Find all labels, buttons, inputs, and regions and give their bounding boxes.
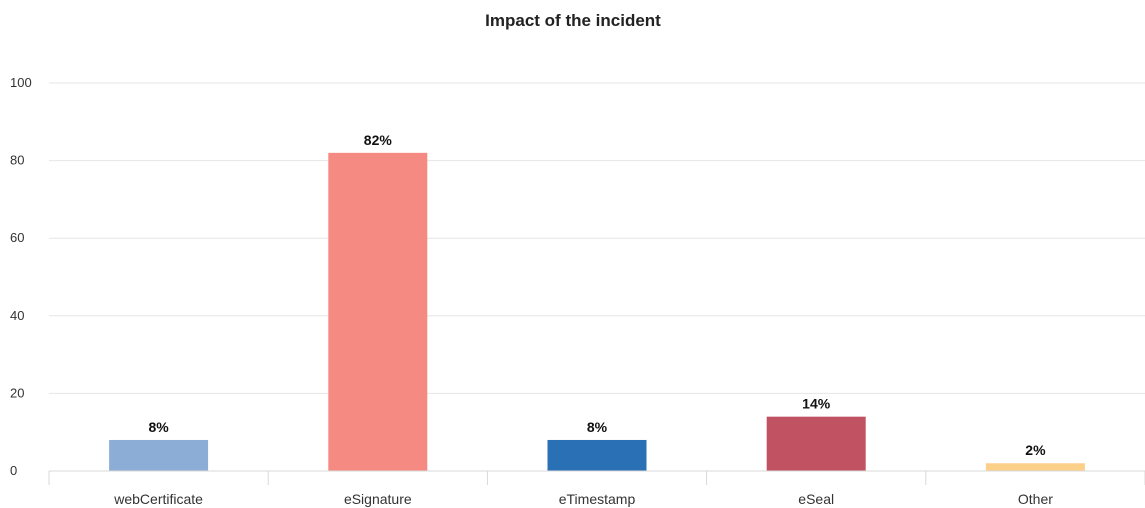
data-label: 2% <box>1025 442 1046 458</box>
x-tick-label: webCertificate <box>113 491 203 507</box>
x-tick-label: eTimestamp <box>559 491 636 507</box>
x-tick-label: eSeal <box>798 491 834 507</box>
data-label: 8% <box>587 419 608 435</box>
bar-eSeal[interactable] <box>766 416 866 471</box>
y-tick-label: 100 <box>10 75 32 90</box>
x-axis: webCertificate eSignature eTimestamp eSeal O… <box>48 470 1145 507</box>
y-tick-label: 60 <box>10 230 24 245</box>
y-tick-label: 0 <box>10 463 17 478</box>
y-tick-label: 80 <box>10 153 24 168</box>
chart-title: Impact of the incident <box>485 11 661 30</box>
data-label: 8% <box>148 419 169 435</box>
bar-eTimestamp[interactable] <box>547 439 647 471</box>
bar-eSignature[interactable] <box>328 152 428 471</box>
x-tick-label: Other <box>1018 491 1053 507</box>
y-tick-label: 20 <box>10 385 24 400</box>
x-tick-label: eSignature <box>344 491 412 507</box>
data-label: 82% <box>364 132 393 148</box>
y-axis-ticks: 0 20 40 60 80 100 <box>10 75 32 478</box>
bars <box>109 152 1085 471</box>
gridlines <box>49 82 1145 394</box>
y-tick-label: 40 <box>10 308 24 323</box>
bar-webCertificate[interactable] <box>109 439 209 471</box>
data-label: 14% <box>802 396 831 412</box>
bar-Other[interactable] <box>985 463 1085 471</box>
data-labels: 8% 82% 8% 14% 2% <box>148 132 1046 458</box>
